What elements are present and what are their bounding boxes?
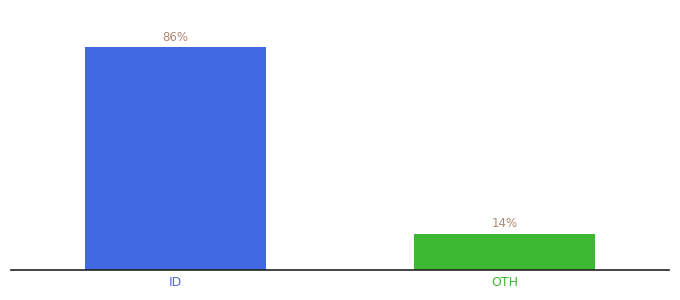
Bar bbox=[414, 234, 595, 270]
Text: 86%: 86% bbox=[163, 31, 188, 44]
Bar bbox=[85, 47, 266, 270]
Text: 14%: 14% bbox=[492, 217, 517, 230]
